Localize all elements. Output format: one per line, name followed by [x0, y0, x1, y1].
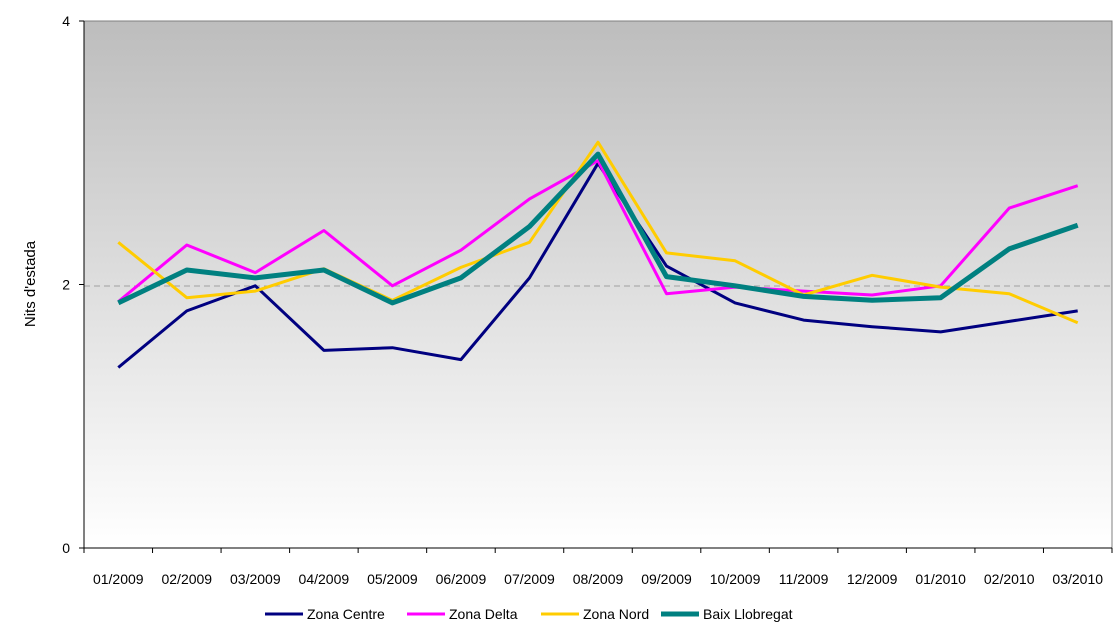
x-tick-label: 06/2009 — [436, 571, 487, 587]
x-tick-label: 04/2009 — [299, 571, 350, 587]
x-tick-label: 02/2010 — [984, 571, 1035, 587]
legend-label: Zona Centre — [307, 606, 385, 622]
x-tick-label: 01/2010 — [915, 571, 966, 587]
legend-label: Zona Delta — [449, 606, 518, 622]
x-tick-label: 09/2009 — [641, 571, 692, 587]
y-axis-label: Nits d'estada — [22, 240, 39, 327]
x-tick-label: 12/2009 — [847, 571, 898, 587]
legend: Zona Centre Zona Delta Zona Nord Baix Llobr… — [265, 606, 793, 622]
y-ticks: 0 2 4 — [62, 13, 84, 556]
x-tick-label: 11/2009 — [779, 571, 829, 587]
x-tick-label: 02/2009 — [161, 571, 212, 587]
y-tick-label: 2 — [62, 277, 70, 293]
legend-label: Zona Nord — [583, 606, 649, 622]
x-tick-label: 03/2010 — [1052, 571, 1103, 587]
x-tick-label: 08/2009 — [573, 571, 624, 587]
x-tick-label: 10/2009 — [710, 571, 761, 587]
series-line-zona-nord — [117, 140, 1079, 325]
series-line-zona-delta — [117, 159, 1079, 303]
x-ticks: 01/2009 02/2009 03/2009 04/2009 05/2009 06/20… — [83, 548, 1113, 587]
legend-label: Baix Llobregat — [703, 606, 793, 622]
y-tick-label: 4 — [62, 13, 70, 29]
y-tick-label: 0 — [62, 540, 70, 556]
series-lines — [117, 140, 1079, 369]
x-tick-label: 01/2009 — [93, 571, 144, 587]
series-line-baix-llobregat — [117, 151, 1079, 306]
x-tick-label: 03/2009 — [230, 571, 281, 587]
x-tick-label: 05/2009 — [367, 571, 418, 587]
x-tick-label: 07/2009 — [504, 571, 555, 587]
